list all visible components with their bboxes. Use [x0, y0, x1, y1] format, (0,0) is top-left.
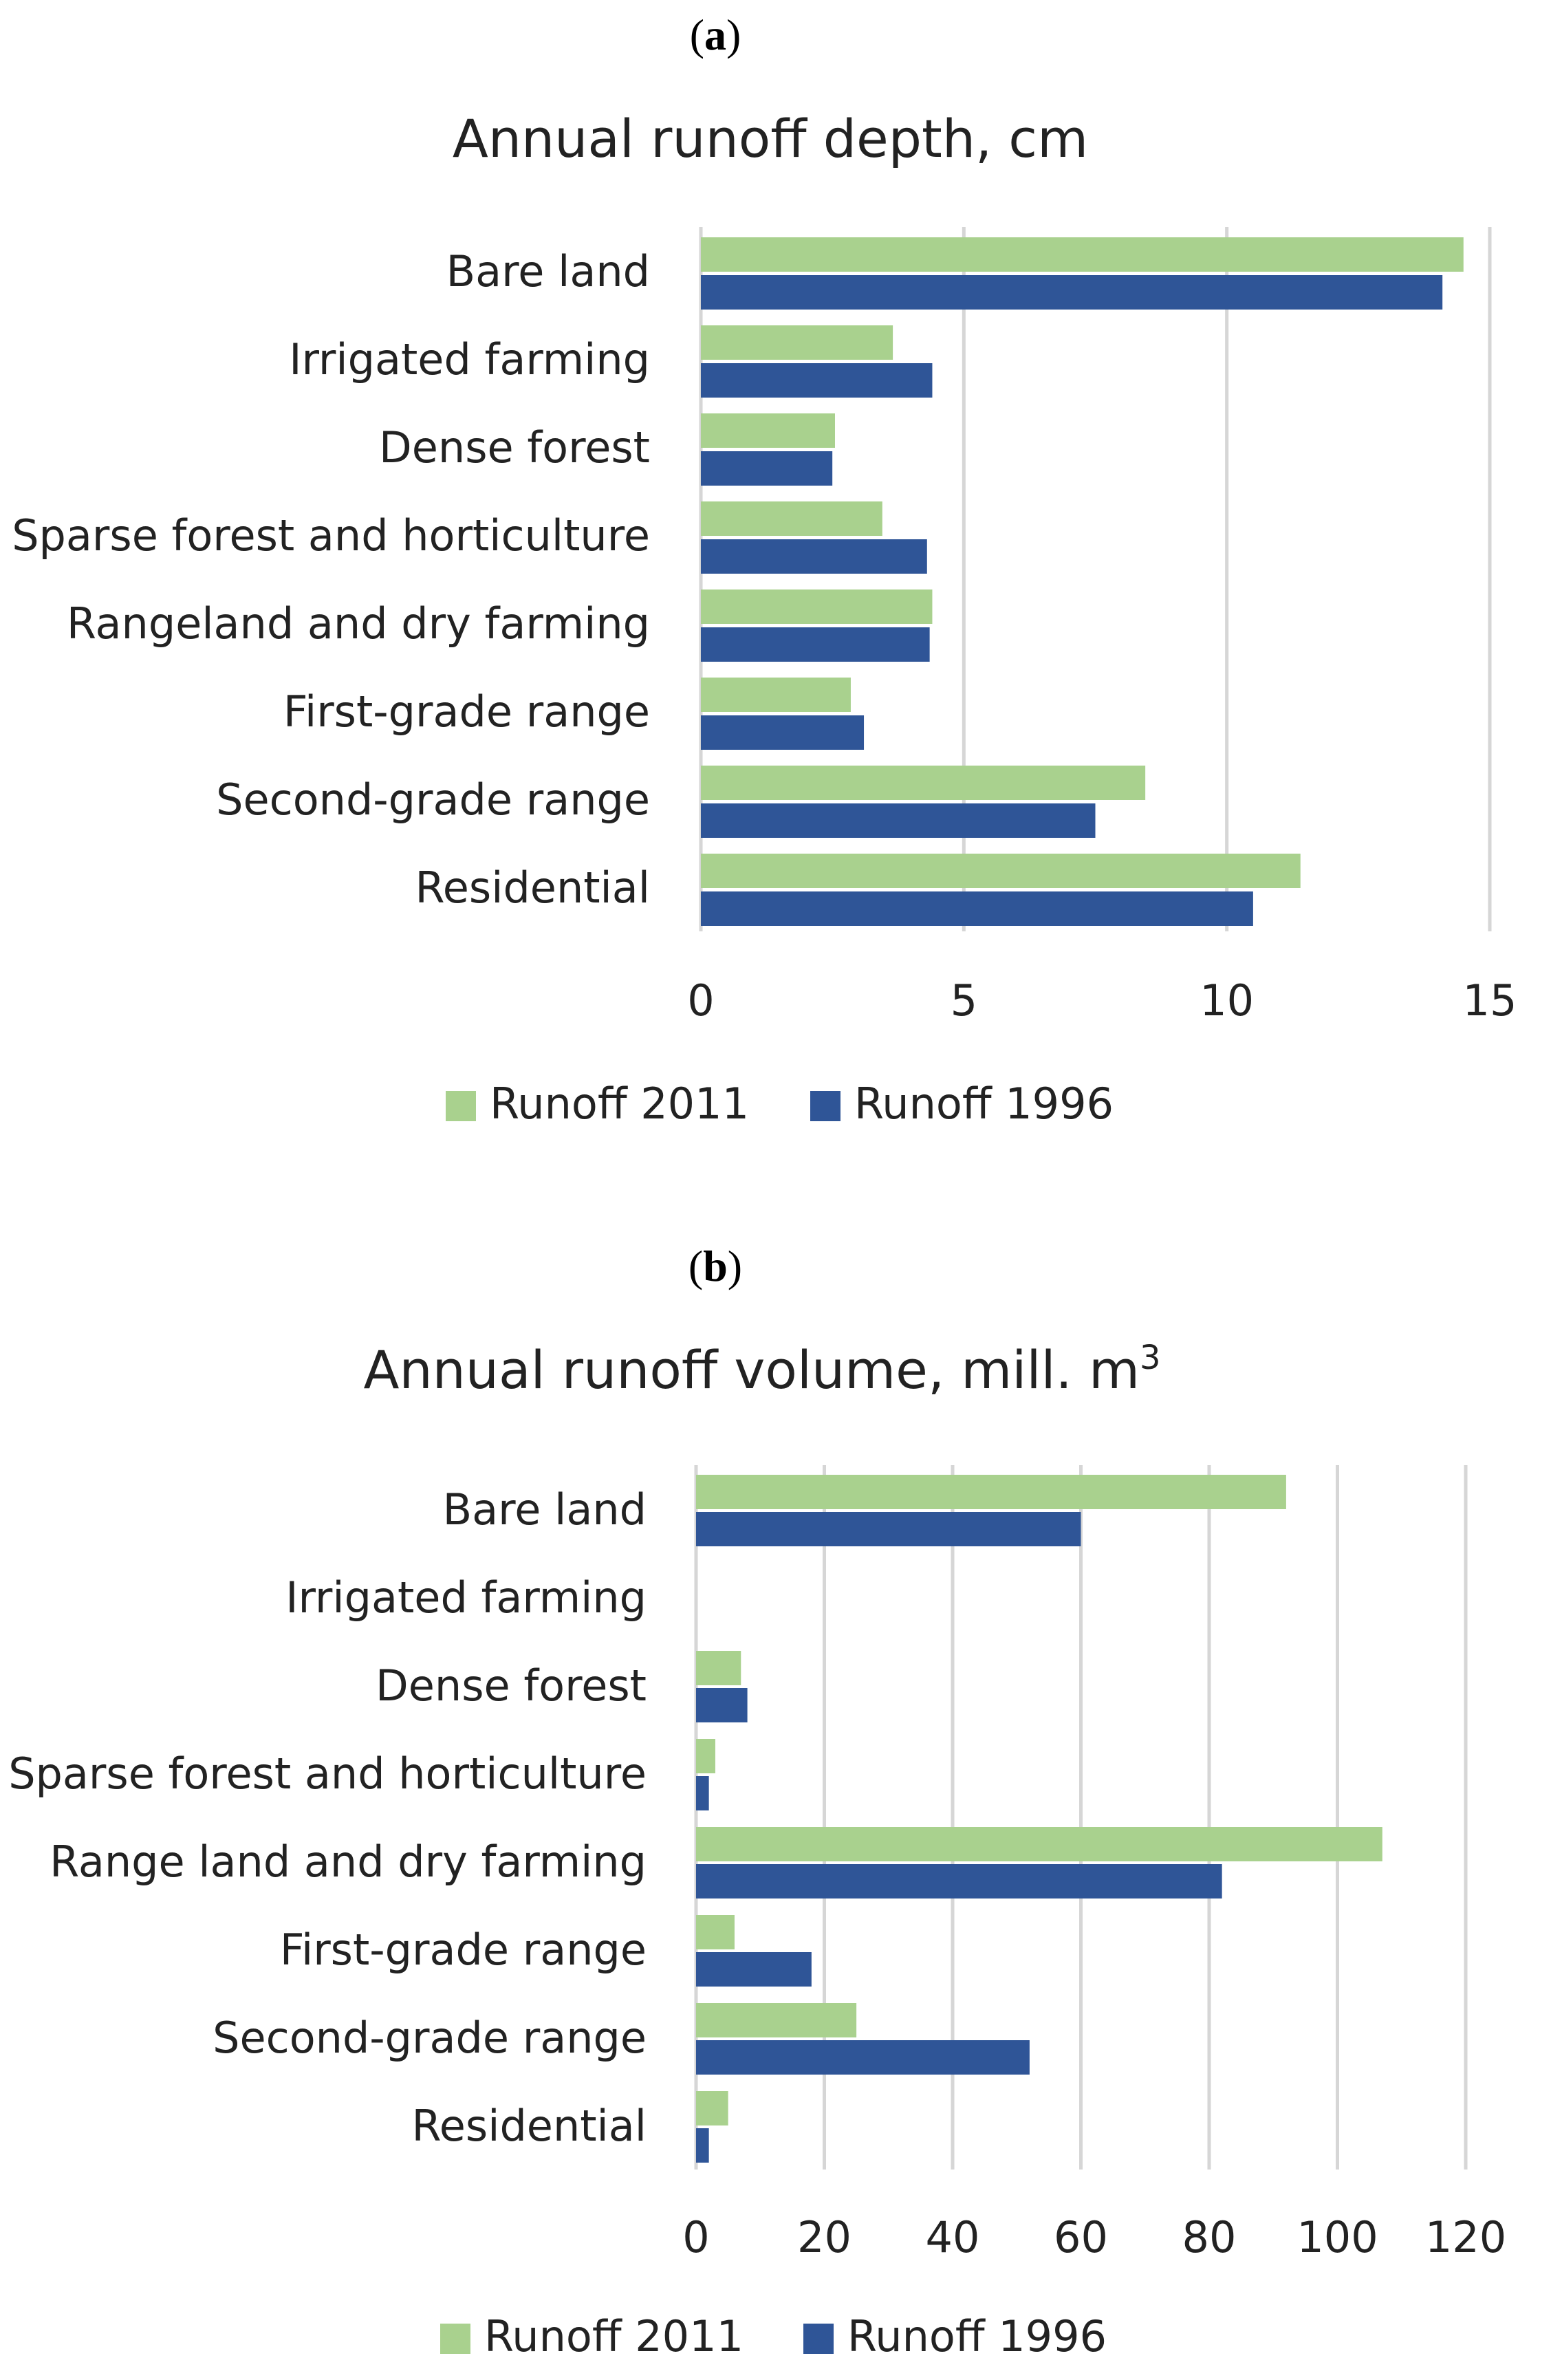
bar-runoff-2011	[696, 1827, 1382, 1861]
legend-label: Runoff 2011	[490, 1079, 749, 1129]
bar-runoff-2011	[701, 678, 851, 712]
category-label: Sparse forest and horticulture	[8, 1749, 647, 1799]
bar-runoff-2011	[696, 1651, 741, 1685]
bar-runoff-1996	[701, 627, 930, 662]
bar-runoff-1996	[701, 891, 1253, 926]
bar-runoff-2011	[696, 1739, 715, 1773]
category-label: Bare land	[443, 1484, 647, 1535]
bar-runoff-1996	[696, 1512, 1081, 1546]
x-tick-label: 0	[687, 975, 714, 1026]
category-label: Range land and dry farming	[50, 1837, 647, 1887]
bar-runoff-1996	[696, 1952, 812, 1987]
bar-runoff-2011	[701, 325, 893, 360]
category-label: Second-grade range	[213, 2013, 647, 2063]
chart-panel-a: (a) Annual runoff depth, cm Bare land Irr…	[0, 0, 1551, 1162]
bar-runoff-2011	[701, 237, 1464, 272]
category-label: Bare land	[446, 246, 650, 296]
x-tick-label: 100	[1297, 2212, 1378, 2262]
chart-title-b: Annual runoff volume, mill. m3	[363, 1339, 1160, 1400]
category-label: Residential	[415, 863, 650, 913]
bar-runoff-1996	[701, 363, 933, 398]
legend-swatch	[446, 1091, 476, 1121]
legend-swatch	[810, 1091, 840, 1121]
x-tick-label: 0	[682, 2212, 709, 2262]
bar-runoff-1996	[696, 1688, 748, 1722]
x-tick-label: 120	[1425, 2212, 1506, 2262]
category-label: Second-grade range	[216, 775, 650, 825]
panel-label-a: (a)	[690, 10, 741, 59]
legend-swatch	[440, 2324, 470, 2354]
bar-runoff-1996	[696, 1776, 709, 1810]
category-label: First-grade range	[283, 686, 650, 737]
bar-runoff-2011	[696, 1915, 735, 1949]
legend-label: Runoff 2011	[484, 2311, 744, 2361]
category-label: Residential	[411, 2101, 647, 2151]
category-label: Dense forest	[379, 422, 650, 473]
legend-label: Runoff 1996	[854, 1079, 1114, 1129]
chart-b-svg: (b) Annual runoff volume, mill. m3 Bare …	[8, 1242, 1506, 2361]
bar-runoff-1996	[696, 1864, 1222, 1898]
category-label: Sparse forest and horticulture	[12, 510, 650, 561]
x-tick-label: 5	[951, 975, 977, 1026]
bar-runoff-2011	[696, 2091, 728, 2125]
bar-runoff-1996	[701, 715, 865, 750]
category-label: Dense forest	[376, 1660, 647, 1711]
bar-runoff-2011	[696, 2003, 857, 2037]
bar-runoff-2011	[696, 1475, 1286, 1509]
bar-runoff-1996	[701, 275, 1443, 310]
bar-runoff-1996	[701, 803, 1096, 838]
legend-swatch	[803, 2324, 834, 2354]
bar-runoff-2011	[701, 589, 933, 624]
x-tick-label: 10	[1200, 975, 1254, 1026]
bar-runoff-1996	[696, 2128, 709, 2163]
category-label: Irrigated farming	[289, 334, 650, 385]
bar-runoff-1996	[701, 451, 833, 486]
x-tick-label: 20	[797, 2212, 852, 2262]
panel-label-b: (b)	[688, 1242, 742, 1290]
chart-a-svg: (a) Annual runoff depth, cm Bare land Irr…	[12, 10, 1517, 1129]
chart-panel-b: (b) Annual runoff volume, mill. m3 Bare …	[0, 1231, 1551, 2380]
bar-runoff-2011	[701, 413, 835, 448]
category-label: Rangeland and dry farming	[67, 598, 650, 649]
x-tick-label: 40	[926, 2212, 980, 2262]
bar-runoff-2011	[701, 854, 1301, 888]
legend-label: Runoff 1996	[847, 2311, 1107, 2361]
x-tick-label: 15	[1463, 975, 1517, 1026]
x-tick-label: 60	[1054, 2212, 1108, 2262]
category-label: Irrigated farming	[285, 1572, 647, 1623]
bar-runoff-1996	[701, 539, 927, 574]
chart-title-a: Annual runoff depth, cm	[453, 108, 1088, 169]
bar-runoff-2011	[701, 766, 1146, 800]
category-label: First-grade range	[280, 1925, 647, 1975]
bar-runoff-2011	[701, 501, 882, 536]
x-tick-label: 80	[1182, 2212, 1237, 2262]
bar-runoff-1996	[696, 2040, 1030, 2075]
